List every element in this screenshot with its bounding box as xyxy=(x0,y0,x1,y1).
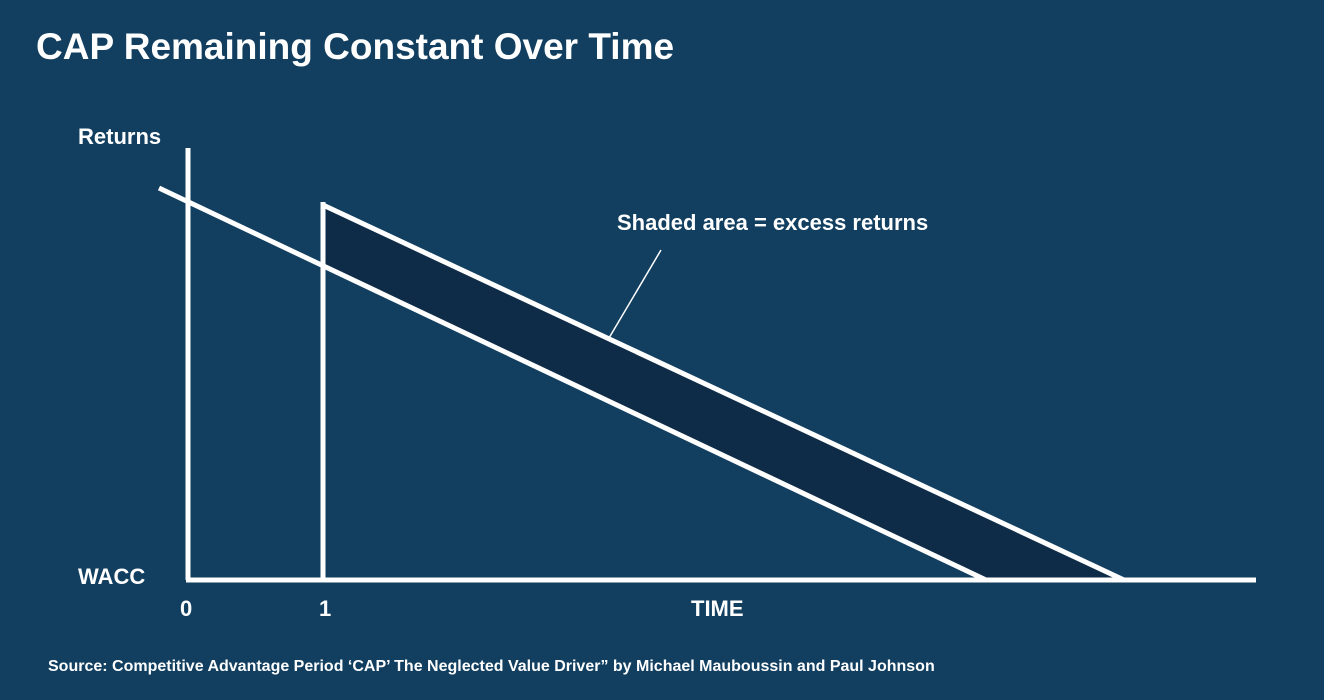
y-axis-top-label: Returns xyxy=(78,124,162,149)
shaded-area-annotation: Shaded area = excess returns xyxy=(617,210,929,235)
y-axis-bottom-label: WACC xyxy=(78,564,146,589)
returns-line-lower xyxy=(157,185,988,583)
x-axis-label: TIME xyxy=(691,596,744,621)
page-title: CAP Remaining Constant Over Time xyxy=(36,26,675,67)
returns-line-upper xyxy=(321,202,1126,583)
x-tick-label: 1 xyxy=(319,596,332,621)
x-tick-label: 0 xyxy=(180,596,193,621)
annotation-leader-line xyxy=(608,249,662,339)
source-citation: Source: Competitive Advantage Period ‘CA… xyxy=(48,658,935,675)
